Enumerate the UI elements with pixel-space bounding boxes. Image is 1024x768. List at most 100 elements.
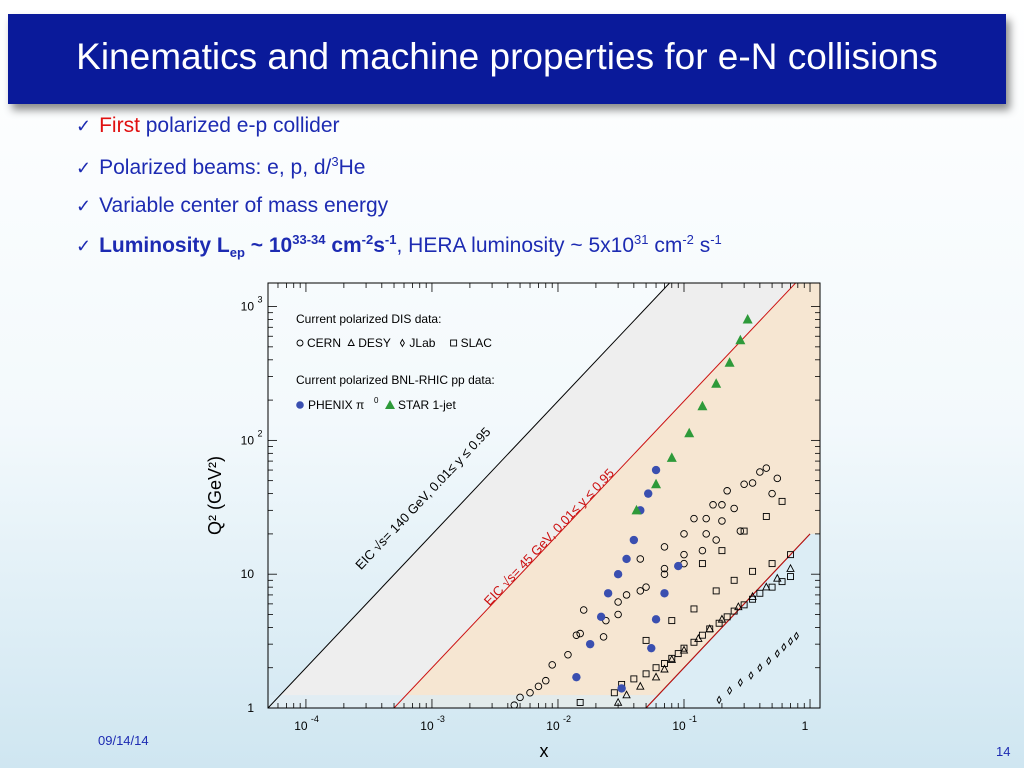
hera-cm-exp: -2 (682, 232, 694, 247)
marker-slac (706, 625, 714, 633)
marker-cern (526, 689, 534, 697)
marker-slac (642, 636, 650, 644)
x-tick-exp: -3 (437, 714, 445, 724)
marker-desy (651, 672, 661, 681)
slide-title: Kinematics and machine properties for e-… (76, 36, 938, 77)
marker-star-1-jet (735, 334, 746, 345)
bullet-first-collider: ✓ First polarized e-p collider (76, 114, 340, 138)
marker-slac (730, 576, 738, 584)
check-icon: ✓ (76, 158, 92, 178)
marker-cern (614, 598, 622, 606)
lum-exp1: 33-34 (292, 232, 326, 247)
marker-slac (698, 560, 706, 568)
marker-slac (778, 578, 786, 586)
footer-date: 09/14/14 (98, 733, 149, 748)
x-tick-exp: -1 (689, 714, 697, 724)
bullet-first-word: First (99, 114, 140, 137)
legend-header-dis: Current polarized DIS data: (296, 312, 441, 326)
plot-area (268, 283, 820, 708)
lum-exp3: -1 (384, 232, 397, 247)
marker-phenix-0 (613, 569, 623, 579)
marker-slac (768, 560, 776, 568)
marker-cern (534, 682, 543, 691)
marker-desy (679, 645, 689, 654)
marker-cern (542, 676, 550, 685)
marker-phenix-0 (660, 589, 669, 598)
marker-cern (636, 587, 645, 595)
bullet-variable-energy: ✓ Variable center of mass energy (76, 194, 388, 218)
marker-star-1-jet (651, 478, 662, 489)
marker-slac (740, 527, 748, 535)
marker-desy (660, 664, 669, 673)
check-icon: ✓ (76, 116, 92, 136)
x-tick-label: 1 (802, 719, 809, 733)
marker-slac (680, 644, 688, 652)
marker-cern (680, 550, 688, 559)
marker-slac (712, 587, 720, 595)
marker-cern (762, 464, 771, 472)
marker-slac (730, 607, 738, 615)
eic140-band (268, 283, 796, 708)
marker-desy (667, 654, 677, 663)
marker-slac (768, 583, 776, 591)
marker-cern (723, 487, 731, 495)
marker-slac (642, 670, 650, 678)
marker-cern (702, 530, 710, 538)
marker-phenix-0 (651, 615, 661, 624)
marker-cern (622, 591, 631, 599)
lower-region (646, 533, 820, 708)
lum-label: Luminosity L (99, 234, 230, 257)
marker-cern (756, 468, 764, 476)
marker-star-1-jet (711, 378, 722, 388)
marker-jlab (787, 636, 794, 646)
marker-slac (674, 650, 682, 658)
marker-slac (661, 660, 668, 667)
marker-phenix-0 (651, 465, 661, 475)
marker-slac (787, 573, 794, 581)
hera-cm: cm (648, 234, 683, 257)
legend-slac-icon (450, 339, 458, 347)
legend-desy-icon (347, 338, 355, 346)
marker-slac (610, 689, 618, 697)
bullet-first-rest: polarized e-p collider (139, 114, 340, 137)
marker-jlab (727, 686, 733, 695)
legend-entry-desy: DESY (358, 336, 391, 350)
hera-s-exp: -1 (710, 232, 722, 247)
legend-entry-cern: CERN (307, 336, 341, 350)
marker-cern (642, 583, 650, 591)
marker-slac (749, 595, 757, 603)
bullet-polarized-beams: ✓ Polarized beams: e, p, d/3He (76, 154, 365, 180)
marker-slac (740, 601, 748, 609)
marker-desy (762, 582, 771, 591)
marker-cern (709, 501, 717, 509)
marker-cern (712, 536, 720, 544)
y-tick-label: 10 (241, 433, 255, 447)
y-tick-label: 10 (241, 300, 255, 314)
legend-entry-slac: SLAC (461, 336, 493, 350)
marker-jlab (793, 631, 799, 641)
x-tick-label: 10 (294, 719, 308, 733)
title-bar: Kinematics and machine properties for e-… (8, 14, 1006, 104)
marker-desy (622, 690, 631, 699)
legend-cern-icon (296, 339, 304, 347)
marker-jlab (781, 642, 787, 652)
x-tick-label: 10 (672, 719, 686, 733)
marker-cern (660, 570, 669, 578)
legend-star-icon (385, 400, 395, 409)
eic45-lower-line (645, 533, 811, 708)
marker-star-1-jet (666, 452, 677, 462)
marker-slac (668, 617, 676, 625)
marker-star-1-jet (742, 314, 753, 324)
marker-slac (787, 551, 794, 559)
marker-cern (718, 501, 726, 509)
y-tick-label: 1 (247, 701, 254, 715)
bullet-energy-text: Variable center of mass energy (99, 194, 389, 217)
marker-cern (510, 701, 519, 708)
marker-jlab (757, 663, 763, 673)
slide-number: 14 (996, 744, 1011, 759)
marker-cern (516, 693, 524, 702)
y-tick-label: 10 (241, 567, 255, 581)
lum-sub: ep (229, 245, 245, 261)
legend-header-pp: Current polarized BNL-RHIC pp data: (296, 373, 495, 387)
bullet-beams-sup: 3 (331, 154, 339, 169)
